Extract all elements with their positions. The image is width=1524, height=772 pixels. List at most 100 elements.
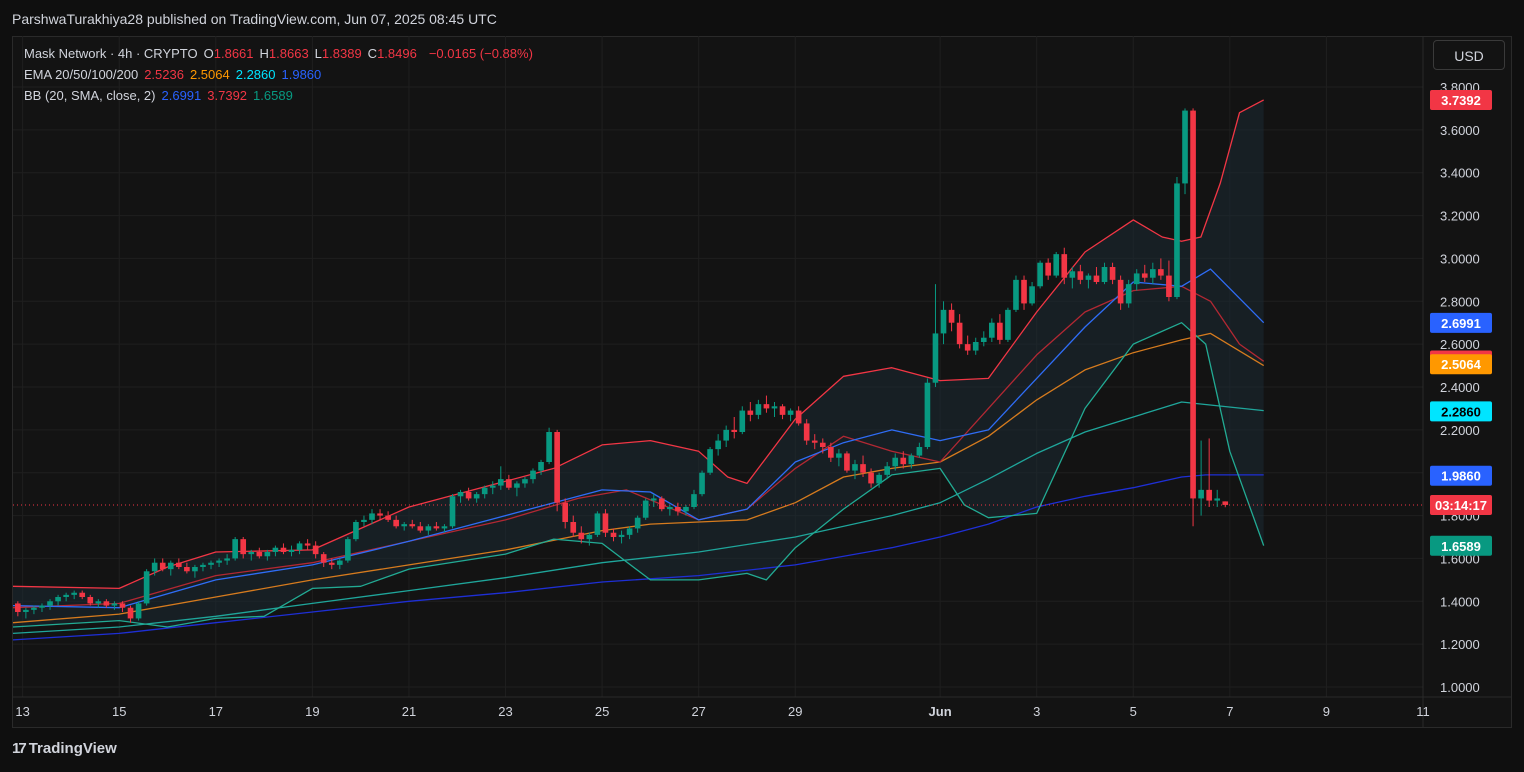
candle-body: [296, 543, 303, 550]
ema-value: 2.5064: [189, 67, 230, 82]
candle: [828, 442, 834, 462]
candle-body: [473, 494, 480, 499]
candle-body: [328, 562, 335, 565]
candle-body: [1085, 275, 1092, 280]
candle-body: [997, 322, 1003, 340]
ema-value: 2.2860: [235, 67, 276, 82]
price-axis-label: 2.2860: [1430, 401, 1492, 422]
candle: [506, 474, 512, 490]
candle-body: [369, 513, 375, 520]
candle-body: [127, 607, 134, 619]
currency-button[interactable]: USD: [1433, 40, 1505, 70]
candle-body: [747, 410, 754, 415]
x-tick-label: 29: [788, 704, 802, 719]
ohlc-h: H1.8663: [260, 46, 309, 61]
candle: [514, 481, 520, 497]
candle: [884, 462, 890, 480]
candle: [1222, 501, 1229, 508]
candle-body: [95, 601, 102, 604]
change-value: −0.0165 (−0.88%): [428, 46, 533, 61]
candle-body: [522, 479, 528, 484]
candle: [562, 498, 569, 529]
candle: [409, 519, 416, 529]
price-axis-label: 3.7392: [1430, 90, 1492, 111]
candle-body: [1101, 267, 1108, 282]
price-axis-label: 03:14:17: [1430, 494, 1492, 515]
publish-info: ParshwaTurakhiya28 published on TradingV…: [12, 11, 497, 27]
price-label-text: 2.2860: [1441, 404, 1481, 419]
candle: [844, 451, 850, 473]
candle: [1125, 279, 1132, 308]
candle: [47, 599, 53, 610]
candle-body: [441, 526, 448, 529]
candle-body: [248, 552, 255, 555]
candle: [980, 331, 987, 347]
candle-body: [514, 483, 520, 488]
candle: [956, 314, 963, 349]
candle-body: [393, 519, 399, 527]
candle-body: [554, 432, 560, 503]
candle: [417, 522, 424, 533]
candle-body: [860, 464, 866, 473]
candle: [634, 515, 641, 533]
candle: [940, 301, 947, 345]
x-tick-label: 19: [305, 704, 319, 719]
candle: [626, 526, 633, 540]
candle: [795, 406, 802, 426]
y-tick-label: 2.6000: [1440, 337, 1480, 352]
candle: [642, 498, 649, 520]
candle-body: [15, 603, 21, 612]
bb-label: BB (20, SMA, close, 2): [24, 88, 156, 103]
candle: [787, 408, 794, 422]
tradingview-branding[interactable]: 17 TradingView: [12, 740, 117, 757]
candle: [1077, 264, 1084, 285]
candle: [95, 599, 102, 608]
candle: [868, 468, 874, 488]
candle-body: [457, 492, 464, 497]
candle: [1158, 258, 1164, 280]
candle-body: [1029, 286, 1035, 304]
price-label-text: 1.6589: [1441, 539, 1481, 554]
candle: [224, 554, 230, 565]
candle: [1021, 275, 1027, 310]
candle: [675, 502, 681, 516]
candle-body: [385, 515, 391, 520]
candle: [530, 468, 536, 484]
price-label-bg: [1430, 354, 1492, 375]
symbol-label[interactable]: Mask Network · 4h · CRYPTO: [24, 46, 198, 61]
candle-body: [216, 560, 222, 563]
candle: [71, 590, 77, 600]
candle: [1141, 264, 1148, 282]
legend-ema-row[interactable]: EMA 20/50/100/200 2.5236 2.5064 2.2860 1.986…: [24, 67, 333, 82]
candle: [1182, 108, 1188, 195]
candle-body: [771, 406, 778, 409]
y-tick-label: 3.2000: [1440, 209, 1480, 224]
candle: [151, 558, 158, 576]
candle-body: [409, 524, 416, 527]
ema-label: EMA 20/50/100/200: [24, 67, 139, 82]
candle-body: [304, 543, 311, 546]
candle-body: [844, 453, 850, 471]
candle: [465, 487, 472, 501]
brand-name: TradingView: [28, 740, 117, 757]
candle: [111, 601, 118, 610]
candle-body: [570, 522, 577, 533]
candle-body: [111, 603, 118, 606]
candle: [1117, 275, 1124, 310]
ema-value: 1.9860: [281, 67, 322, 82]
candle-body: [602, 513, 609, 533]
candle-body: [288, 549, 295, 552]
y-tick-label: 1.0000: [1440, 680, 1480, 695]
candle: [1061, 247, 1068, 285]
candle-body: [691, 494, 697, 507]
candle: [1133, 269, 1140, 291]
candle-body: [1198, 489, 1204, 499]
legend-bb-row[interactable]: BB (20, SMA, close, 2) 2.6991 3.7392 1.6589: [24, 88, 305, 103]
candle: [208, 560, 214, 570]
candle-body: [819, 442, 826, 447]
candle-body: [1182, 110, 1188, 184]
candle: [385, 511, 391, 522]
candle-body: [892, 457, 899, 467]
candle: [989, 318, 995, 342]
